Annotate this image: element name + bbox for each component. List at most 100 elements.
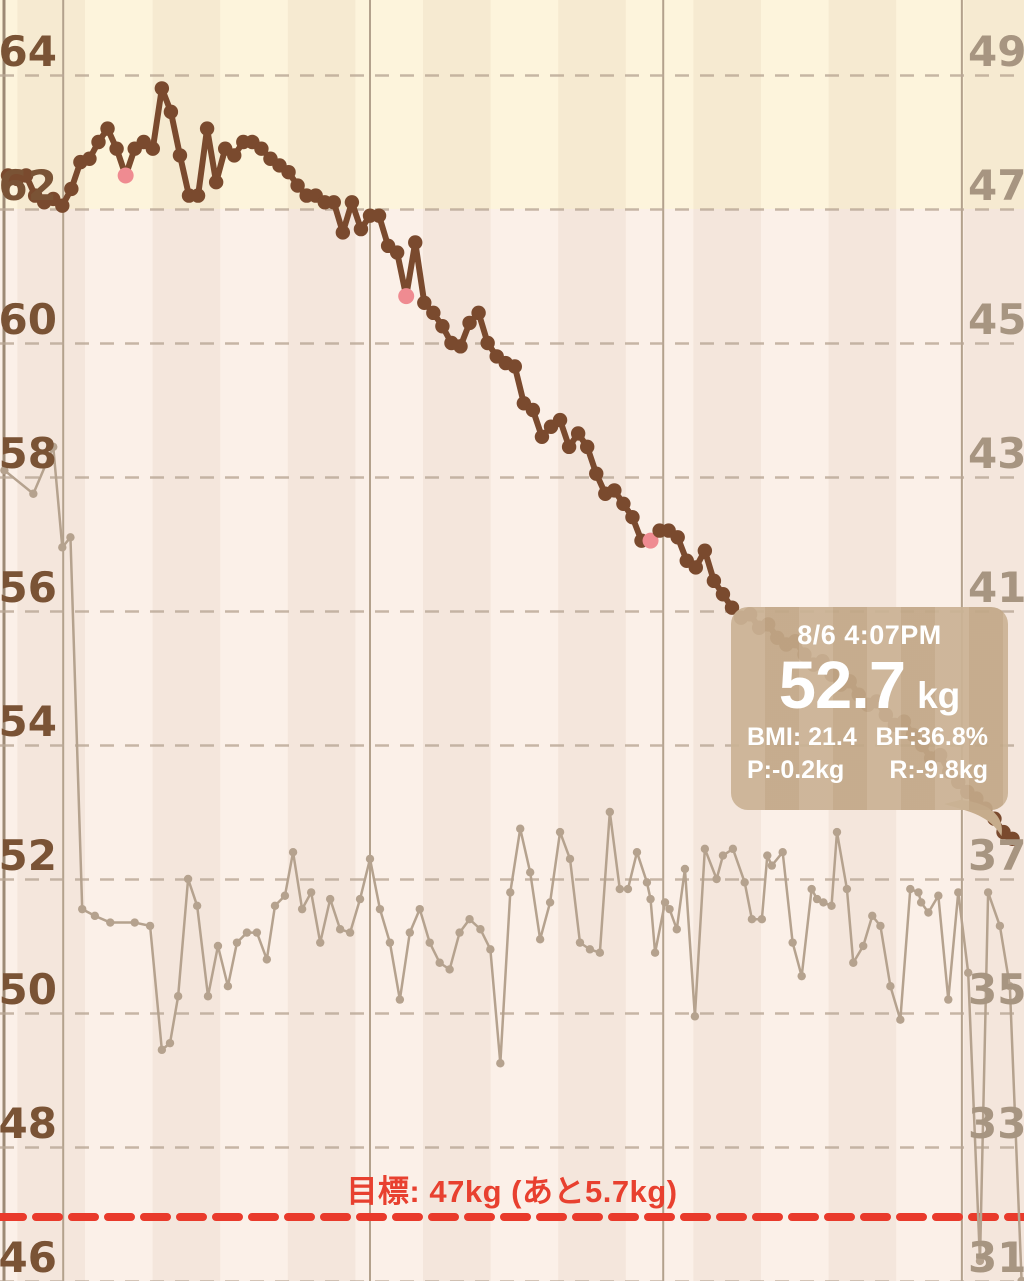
- weight-point[interactable]: [82, 151, 97, 166]
- weight-point[interactable]: [616, 496, 631, 511]
- bodyfat-point[interactable]: [145, 921, 155, 931]
- bodyfat-point[interactable]: [486, 945, 495, 954]
- weight-point[interactable]: [715, 587, 731, 602]
- bodyfat-point[interactable]: [896, 1015, 905, 1024]
- bodyfat-point[interactable]: [232, 938, 242, 947]
- bodyfat-point[interactable]: [680, 864, 690, 874]
- bodyfat-point[interactable]: [646, 894, 655, 904]
- bodyfat-point[interactable]: [306, 888, 316, 897]
- weight-point[interactable]: [344, 195, 360, 210]
- bodyfat-point[interactable]: [595, 948, 605, 957]
- bodyfat-point[interactable]: [496, 1059, 505, 1068]
- bodyfat-point[interactable]: [49, 442, 58, 452]
- weight-point[interactable]: [18, 168, 34, 183]
- weight-point[interactable]: [706, 573, 722, 589]
- weight-point[interactable]: [607, 483, 622, 498]
- bodyfat-point[interactable]: [280, 891, 290, 900]
- bodyfat-point[interactable]: [223, 982, 233, 991]
- bodyfat-point[interactable]: [672, 925, 681, 934]
- bodyfat-point[interactable]: [157, 1045, 167, 1055]
- bodyfat-point[interactable]: [916, 898, 926, 907]
- bodyfat-point[interactable]: [575, 938, 585, 947]
- bodyfat-point[interactable]: [385, 938, 395, 947]
- bodyfat-point[interactable]: [914, 888, 923, 897]
- weight-point[interactable]: [697, 543, 713, 558]
- bodyfat-point[interactable]: [395, 995, 405, 1004]
- bodyfat-point[interactable]: [642, 878, 652, 887]
- bodyfat-point[interactable]: [995, 921, 1005, 931]
- bodyfat-point[interactable]: [415, 904, 424, 914]
- bodyfat-point[interactable]: [718, 851, 728, 860]
- weight-point[interactable]: [453, 339, 468, 354]
- bodyfat-point[interactable]: [297, 904, 307, 914]
- weight-point[interactable]: [389, 245, 405, 260]
- weight-point[interactable]: [1005, 831, 1020, 846]
- bodyfat-point[interactable]: [1017, 1276, 1024, 1281]
- bodyfat-point[interactable]: [690, 1012, 700, 1021]
- bodyfat-point[interactable]: [700, 844, 710, 854]
- bodyfat-point[interactable]: [842, 884, 852, 894]
- bodyfat-point[interactable]: [712, 874, 721, 884]
- bodyfat-point[interactable]: [405, 928, 415, 937]
- bodyfat-point[interactable]: [632, 848, 642, 857]
- bodyfat-point[interactable]: [365, 854, 375, 864]
- bodyfat-point[interactable]: [165, 1038, 175, 1048]
- bodyfat-point[interactable]: [615, 884, 624, 894]
- bodyfat-point[interactable]: [0, 466, 9, 475]
- weight-point[interactable]: [353, 221, 369, 237]
- bodyfat-point[interactable]: [316, 938, 325, 947]
- bodyfat-point[interactable]: [747, 915, 757, 924]
- weight-point[interactable]: [55, 198, 70, 213]
- bodyfat-point[interactable]: [807, 884, 816, 894]
- bodyfat-point[interactable]: [525, 868, 535, 877]
- bodyfat-point[interactable]: [252, 928, 262, 937]
- weight-point[interactable]: [534, 429, 550, 444]
- weight-point[interactable]: [326, 195, 341, 210]
- bodyfat-point[interactable]: [827, 901, 836, 910]
- bodyfat-point[interactable]: [757, 915, 767, 924]
- weight-point[interactable]: [670, 530, 685, 545]
- bodyfat-point[interactable]: [740, 878, 749, 887]
- bodyfat-point[interactable]: [665, 904, 674, 914]
- bodyfat-point[interactable]: [728, 844, 738, 854]
- highlighted-weight-point[interactable]: [642, 532, 659, 549]
- bodyfat-point[interactable]: [535, 935, 545, 944]
- bodyfat-point[interactable]: [262, 955, 272, 964]
- weight-point[interactable]: [190, 188, 206, 203]
- bodyfat-point[interactable]: [288, 848, 298, 857]
- weight-point[interactable]: [281, 164, 296, 180]
- bodyfat-point[interactable]: [192, 901, 202, 910]
- bodyfat-point[interactable]: [565, 854, 575, 864]
- bodyfat-point[interactable]: [1005, 982, 1015, 991]
- bodyfat-point[interactable]: [886, 982, 895, 991]
- bodyfat-point[interactable]: [819, 898, 828, 907]
- bodyfat-point[interactable]: [650, 948, 660, 957]
- weight-point[interactable]: [154, 81, 170, 96]
- weight-point[interactable]: [163, 104, 179, 120]
- weight-point[interactable]: [561, 439, 577, 455]
- bodyfat-point[interactable]: [130, 918, 139, 927]
- bodyfat-point[interactable]: [90, 911, 100, 921]
- weight-point[interactable]: [589, 466, 604, 481]
- bodyfat-point[interactable]: [555, 827, 565, 837]
- bodyfat-point[interactable]: [859, 941, 868, 951]
- bodyfat-point[interactable]: [983, 888, 993, 897]
- weight-point[interactable]: [435, 319, 450, 334]
- highlighted-weight-point[interactable]: [398, 288, 415, 305]
- bodyfat-point[interactable]: [778, 848, 787, 857]
- bodyfat-point[interactable]: [876, 921, 885, 931]
- bodyfat-point[interactable]: [242, 928, 252, 937]
- weight-point[interactable]: [145, 141, 160, 156]
- bodyfat-point[interactable]: [335, 925, 345, 934]
- bodyfat-point[interactable]: [516, 824, 525, 833]
- bodyfat-point[interactable]: [183, 874, 193, 884]
- weight-point[interactable]: [625, 510, 640, 525]
- bodyfat-point[interactable]: [763, 851, 772, 860]
- weight-point[interactable]: [570, 426, 586, 441]
- bodyfat-point[interactable]: [660, 898, 670, 907]
- weight-point[interactable]: [462, 315, 477, 331]
- bodyfat-point[interactable]: [355, 894, 365, 904]
- bodyfat-point[interactable]: [106, 918, 115, 927]
- bodyfat-point[interactable]: [767, 861, 777, 870]
- bodyfat-point[interactable]: [465, 915, 474, 924]
